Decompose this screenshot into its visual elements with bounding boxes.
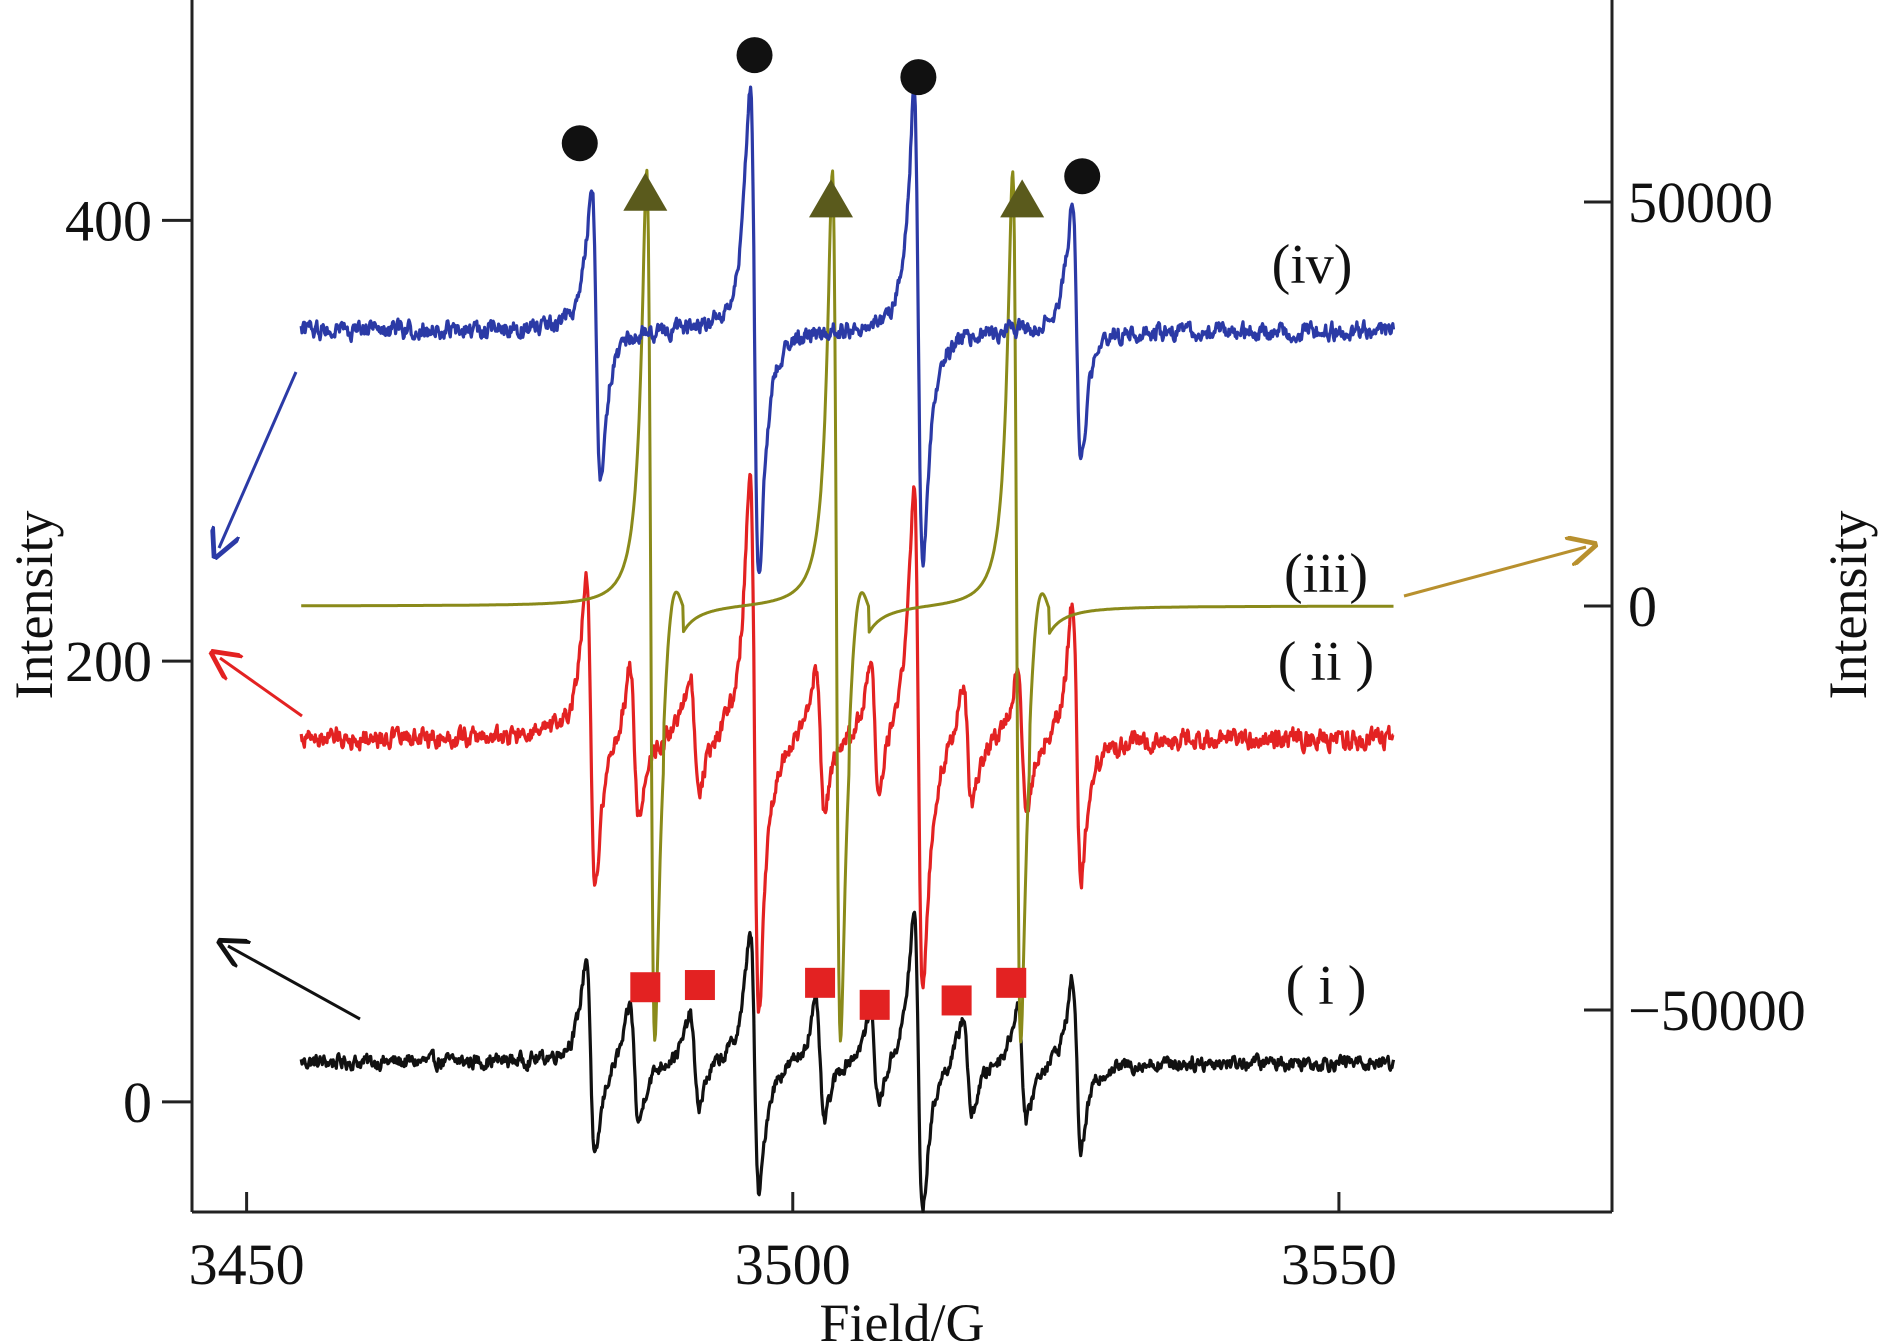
x-axis-ticks: 3450 3500 3550 xyxy=(189,1192,1397,1297)
x-tick-label: 3450 xyxy=(189,1232,305,1297)
arrow-iii-to-right-axis xyxy=(1403,547,1586,598)
peak-markers xyxy=(561,37,1101,1020)
right-y-tick-label: 50000 xyxy=(1628,170,1773,235)
circle-marker xyxy=(736,37,773,74)
series-line-2 xyxy=(299,472,1395,1014)
square-marker xyxy=(996,967,1027,998)
triangle-marker xyxy=(809,179,853,218)
curve-label-iii: (iii) xyxy=(1284,543,1368,605)
x-axis-title: Field/G xyxy=(819,1293,984,1341)
circle-marker xyxy=(1064,158,1101,195)
left-y-tick-label: 400 xyxy=(65,188,152,253)
right-y-axis-ticks: −50000 0 50000 xyxy=(1584,170,1806,1043)
arrow-ii-to-left-axis xyxy=(220,658,303,718)
x-tick-label: 3500 xyxy=(735,1232,851,1297)
square-marker xyxy=(859,989,890,1020)
right-y-tick-label: −50000 xyxy=(1628,978,1806,1043)
curve-label-iv: (iv) xyxy=(1272,234,1353,296)
triangle-marker xyxy=(1000,179,1045,218)
square-marker xyxy=(941,985,972,1016)
left-y-tick-label: 0 xyxy=(123,1070,152,1135)
series-line-4 xyxy=(299,85,1396,575)
left-y-axis-title: Intensity xyxy=(4,511,64,700)
curve-label-ii: ( ii ) xyxy=(1278,631,1374,693)
spectra-series xyxy=(299,85,1396,1214)
arrow-iv-to-left-axis xyxy=(219,371,298,548)
right-y-axis-title: Intensity xyxy=(1818,511,1878,700)
square-marker xyxy=(805,967,836,998)
left-y-tick-label: 200 xyxy=(65,629,152,694)
circle-marker xyxy=(561,125,598,162)
x-tick-label: 3550 xyxy=(1281,1232,1397,1297)
series-line-3 xyxy=(300,168,1395,1044)
arrow-i-to-left-axis xyxy=(228,946,361,1021)
square-marker xyxy=(684,970,715,1001)
triangle-marker xyxy=(623,172,668,211)
left-y-axis-ticks: 0 200 400 xyxy=(65,188,192,1135)
curve-label-i: ( i ) xyxy=(1286,955,1367,1017)
series-line-1 xyxy=(299,910,1396,1214)
right-y-tick-label: 0 xyxy=(1628,574,1657,639)
circle-marker xyxy=(900,59,937,96)
square-marker xyxy=(630,972,661,1003)
